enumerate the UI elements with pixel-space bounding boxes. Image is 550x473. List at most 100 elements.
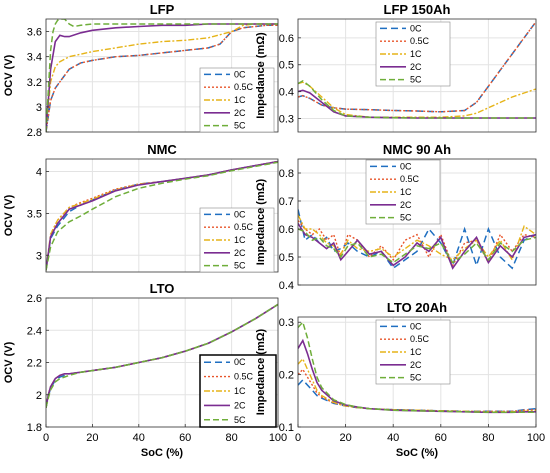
legend-label: 5C [234,415,246,425]
legend-label: 5C [410,75,422,85]
chart-title: LTO [150,281,175,296]
legend-label: 0.5C [234,372,254,382]
legend-label: 1C [410,49,422,59]
y-tick-label: 3 [36,102,42,114]
legend: 0C 0.5C 1C 2C 5C [199,354,277,428]
x-tick-label: 20 [86,432,98,444]
chart-title: LFP 150Ah [384,2,451,17]
legend-label: 5C [234,121,246,131]
legend-label: 2C [400,200,412,210]
y-tick-label: 0.8 [279,168,294,180]
legend-label: 0C [234,209,246,219]
axes-frame [45,158,279,273]
x-axis-label: SoC (%) [396,447,439,459]
axes-frame [297,316,537,428]
y-tick-label: 3 [36,250,42,262]
y-tick-label: 0.5 [279,252,294,264]
lfp-ocv-panel: 2.8 3 3.2 3.4 3.6 LFP OCV (V) 0C 0.5C 1C 2C 5C [3,2,279,139]
legend-label: 5C [234,261,246,271]
y-axis-label: OCV (V) [3,194,15,236]
legend: 0C 0.5C 1C 2C 5C [199,207,275,273]
series-line-2C [298,222,536,270]
legend-label: 0.5C [410,36,430,46]
axes-frame [45,18,279,133]
y-tick-label: 3.6 [27,27,42,39]
legend-label: 1C [234,95,246,105]
legend-label: 0C [234,357,246,367]
x-tick-label: 0 [43,432,49,444]
series-line-1C [46,23,278,132]
legend-label: 2C [234,400,246,410]
legend-label: 1C [410,347,422,357]
series-line-5C [298,228,536,264]
series-line-0C [46,160,278,271]
legend-label: 2C [234,248,246,258]
y-tick-label: 4 [36,167,42,179]
series-group [298,21,536,119]
series-group [298,320,536,414]
x-tick-label: 80 [225,432,237,444]
legend: 0C 0.5C 1C 2C 5C [375,319,451,385]
y-axis-label: OCV (V) [3,54,15,96]
series-line-5C [298,320,536,414]
y-tick-label: 3.4 [27,52,42,64]
series-group [46,19,278,132]
y-axis-label: Impedance (mΩ) [255,328,267,415]
x-tick-label: 0 [295,432,301,444]
x-tick-label: 20 [339,432,351,444]
y-tick-label: 2.2 [27,358,42,370]
chart-title: NMC [147,142,177,157]
series-line-2C [46,160,278,271]
legend-label: 5C [410,373,422,383]
y-tick-label: 0.6 [279,33,294,45]
nmc-imp-panel: 0.4 0.5 0.6 0.7 0.8 NMC 90 Ah Impedance (mΩ) 0C… [255,142,537,292]
series-line-5C [46,161,278,271]
series-line-5C [46,303,278,408]
y-tick-label: 0.3 [279,317,294,329]
x-tick-label: 80 [482,432,494,444]
y-tick-label: 2.6 [27,293,42,305]
x-tick-label: 100 [527,432,545,444]
series-line-0_5C [298,21,536,113]
series-line-1C [298,81,536,118]
legend-label: 1C [234,235,246,245]
lto-ocv-panel: 1.8 2 2.2 2.4 2.6 0 20 40 60 80 100 LTO OCV (V) SoC (… [3,281,287,459]
legend: 0C 0.5C 1C 2C 5C [375,21,451,87]
lto-imp-panel: 0.1 0.2 0.3 0 20 40 60 80 100 LTO 20Ah Impedance (… [255,300,545,459]
legend-label: 0C [410,321,422,331]
legend-label: 0.5C [234,222,254,232]
series-line-2C [46,23,278,132]
x-tick-label: 40 [387,432,399,444]
y-tick-label: 2.8 [27,127,42,139]
x-tick-label: 100 [269,432,287,444]
legend-label: 0C [400,161,412,171]
series-line-0_5C [46,24,278,132]
legend-label: 1C [400,187,412,197]
y-tick-label: 0.3 [279,114,294,126]
x-axis-label: SoC (%) [141,447,184,459]
legend-label: 2C [234,108,246,118]
axes-frame [297,18,537,133]
y-tick-label: 1.8 [27,422,42,434]
series-group [298,209,536,270]
y-tick-label: 0.6 [279,224,294,236]
nmc-ocv-panel: 3 3.5 4 NMC OCV (V) 0C 0.5C 1C 2C 5C [3,142,279,273]
series-group [46,160,278,271]
legend-label: 2C [410,62,422,72]
y-axis-label: OCV (V) [3,341,15,383]
y-tick-label: 2 [36,390,42,402]
y-tick-label: 2.4 [27,325,42,337]
legend-label: 0.5C [410,334,430,344]
legend-label: 0.5C [400,174,420,184]
y-tick-label: 3.5 [27,208,42,220]
y-tick-label: 0.4 [279,280,294,292]
y-tick-label: 0.7 [279,196,294,208]
legend-label: 0.5C [234,82,254,92]
lfp-imp-panel: 0.3 0.4 0.5 0.6 LFP 150Ah Impedance (mΩ) 0C 0.5… [255,2,537,133]
y-tick-label: 0.1 [279,422,294,434]
series-line-5C [298,80,536,119]
legend-label: 1C [234,386,246,396]
legend-label: 2C [410,360,422,370]
legend-label: 5C [400,213,412,223]
